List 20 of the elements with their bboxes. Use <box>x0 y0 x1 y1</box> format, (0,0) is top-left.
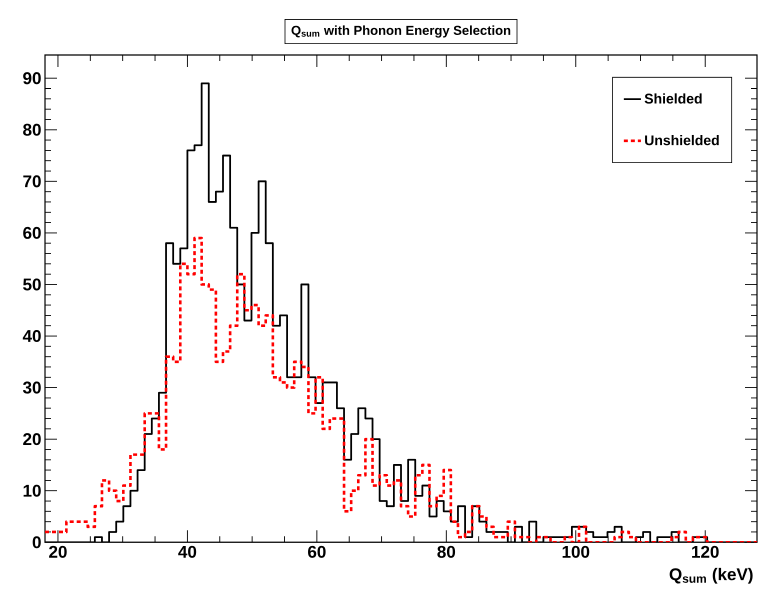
x-tick-label: 100 <box>562 546 590 558</box>
y-tick-label: 40 <box>22 330 41 342</box>
legend-label: Unshielded <box>645 134 719 146</box>
x-tick-label: 40 <box>178 546 196 558</box>
y-tick-label: 70 <box>23 175 41 188</box>
y-tick-label: 0 <box>32 536 41 548</box>
x-tick-label: 80 <box>437 546 456 558</box>
y-tick-label: 30 <box>22 382 41 394</box>
y-tick-label: 80 <box>23 124 41 136</box>
legend-label: Shielded <box>644 93 702 104</box>
x-tick-label: 120 <box>692 546 719 558</box>
x-axis-title: Q$_{sum}$ (keV) <box>670 568 753 584</box>
y-tick-label: 20 <box>23 433 41 446</box>
y-tick-label: 60 <box>23 226 41 239</box>
y-tick-label: 50 <box>23 278 41 290</box>
x-tick-label: 20 <box>49 546 67 558</box>
x-tick-label: 60 <box>308 546 326 558</box>
y-tick-label: 10 <box>24 484 41 497</box>
chart-title: Q$_{sum}$ with Phonon Energy Selection <box>292 25 510 38</box>
y-tick-label: 90 <box>23 72 41 84</box>
